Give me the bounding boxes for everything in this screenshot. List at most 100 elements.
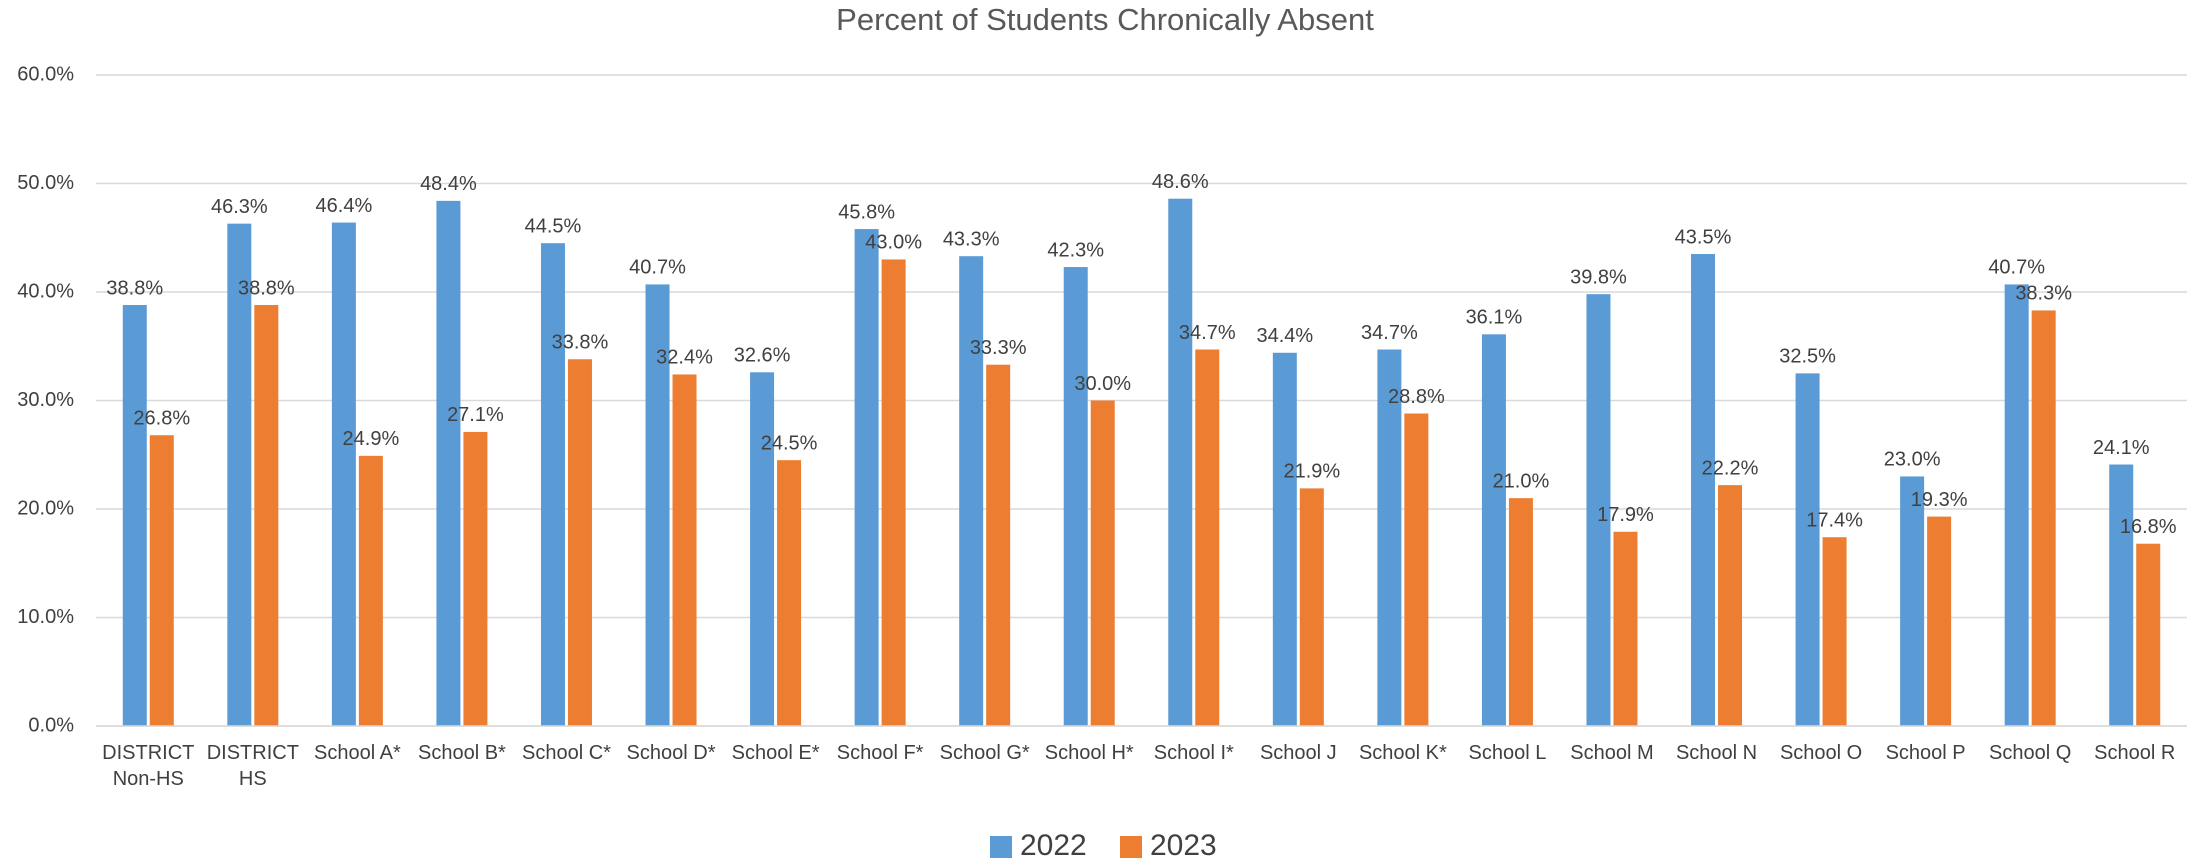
bar (358, 455, 383, 726)
bar (986, 364, 1011, 726)
data-label: 40.7% (1988, 257, 2045, 279)
data-label: 22.2% (1702, 457, 1759, 479)
data-label: 19.3% (1911, 489, 1968, 511)
data-label: 17.9% (1597, 504, 1654, 526)
bar (1586, 294, 1611, 726)
data-label: 32.6% (734, 345, 791, 367)
data-label: 21.9% (1283, 461, 1340, 483)
bar (463, 431, 488, 726)
bar (1063, 267, 1088, 726)
x-tick-label: School K* (1358, 742, 1447, 764)
x-tick-label: School L (1468, 742, 1547, 764)
bar (959, 256, 984, 726)
bar (1299, 488, 1324, 726)
bar (1927, 516, 1952, 726)
legend-swatch (990, 836, 1012, 858)
bar (254, 305, 279, 726)
bar (2031, 310, 2056, 726)
bar (2004, 284, 2029, 726)
x-tick-label: School M (1570, 742, 1654, 764)
x-tick-label: School Q (1989, 742, 2072, 764)
y-tick-label: 0.0% (28, 714, 74, 736)
bar (1377, 349, 1402, 726)
data-label: 33.8% (552, 332, 609, 354)
data-label: 44.5% (525, 215, 582, 237)
bar (1613, 531, 1638, 726)
x-tick-label: DISTRICT Non-HS (102, 742, 195, 790)
data-label: 43.3% (943, 228, 1000, 250)
x-tick-label: DISTRICT HS (206, 742, 299, 790)
bar (331, 222, 356, 726)
data-label: 23.0% (1884, 449, 1941, 471)
data-label: 34.7% (1179, 322, 1236, 344)
bar (750, 372, 775, 726)
bar (672, 374, 697, 726)
x-tick-label: School J (1259, 742, 1337, 764)
data-label: 24.5% (761, 432, 818, 454)
x-tick-label: School G* (939, 742, 1030, 764)
chart-title: Percent of Students Chronically Absent (836, 2, 1374, 37)
data-label: 40.7% (629, 257, 686, 279)
data-label: 24.9% (343, 428, 400, 450)
bar (777, 460, 802, 726)
data-label: 43.5% (1675, 226, 1732, 248)
data-label: 38.8% (238, 277, 295, 299)
data-label: 21.0% (1493, 470, 1550, 492)
data-label: 26.8% (133, 408, 190, 430)
bar (567, 359, 592, 726)
y-tick-label: 10.0% (17, 606, 74, 628)
bar (1404, 413, 1429, 726)
x-tick-label: School N (1675, 742, 1758, 764)
x-tick-label: School C* (521, 742, 611, 764)
bar (1481, 334, 1506, 726)
data-label: 17.4% (1806, 509, 1863, 531)
data-label: 36.1% (1466, 307, 1523, 329)
data-label: 38.8% (106, 277, 163, 299)
data-label: 39.8% (1570, 266, 1627, 288)
x-tick-label: School F* (836, 742, 924, 764)
data-label: 32.4% (656, 347, 713, 369)
data-label: 42.3% (1047, 239, 1104, 261)
bar (1900, 476, 1925, 726)
bar (1822, 537, 1847, 726)
bar (1090, 400, 1115, 726)
data-label: 34.7% (1361, 322, 1418, 344)
bar (2136, 543, 2161, 726)
legend-label: 2022 (1020, 829, 1087, 860)
data-label: 43.0% (865, 232, 922, 254)
bar (1718, 485, 1743, 726)
bar (1168, 198, 1193, 726)
data-label: 38.3% (2015, 283, 2072, 305)
data-label: 45.8% (838, 201, 895, 223)
x-tick-label: School A* (314, 742, 401, 764)
bar (149, 435, 174, 726)
x-tick-label: School R (2094, 742, 2176, 764)
x-tick-label: School D* (626, 742, 716, 764)
bar (854, 229, 879, 726)
bar (1691, 254, 1716, 726)
data-label: 28.8% (1388, 386, 1445, 408)
data-label: 32.5% (1779, 346, 1836, 368)
x-tick-label: School I* (1153, 742, 1234, 764)
bar (1508, 498, 1533, 726)
bar (227, 223, 252, 726)
data-label: 16.8% (2120, 516, 2177, 538)
data-label: 27.1% (447, 404, 504, 426)
data-label: 46.4% (316, 195, 373, 217)
y-tick-label: 40.0% (17, 280, 74, 302)
x-tick-label: School B* (417, 742, 506, 764)
y-tick-label: 60.0% (17, 63, 74, 85)
x-tick-label: School E* (731, 742, 820, 764)
data-label: 46.3% (211, 196, 268, 218)
data-label: 48.6% (1152, 171, 1209, 193)
x-tick-label: School O (1779, 742, 1863, 764)
data-label: 30.0% (1074, 373, 1131, 395)
data-label: 33.3% (970, 337, 1027, 359)
y-tick-label: 20.0% (17, 497, 74, 519)
x-tick-label: School P (1885, 742, 1966, 764)
bar (540, 243, 565, 727)
legend-swatch (1120, 836, 1142, 858)
data-label: 48.4% (420, 173, 477, 195)
